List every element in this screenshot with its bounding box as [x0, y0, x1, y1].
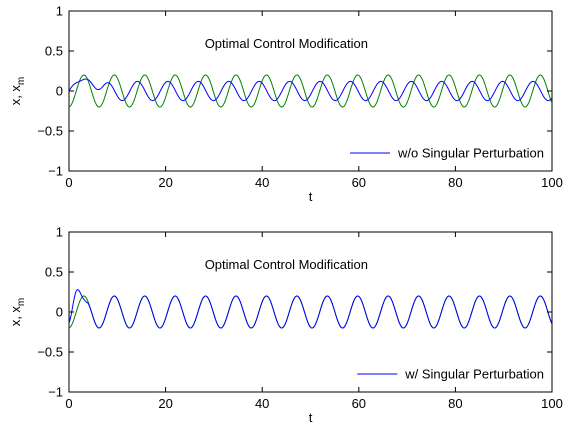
series-line-c008000 [69, 74, 552, 108]
y-tick-label: 1 [56, 225, 63, 240]
legend-label: w/o Singular Perturbation [397, 146, 544, 161]
legend-box [351, 365, 548, 383]
subplot-bottom: 0 20 40 60 80 100 −1 −0.5 0 0.5 1 Optimal Control … [8, 225, 563, 426]
x-axis-label: t [309, 189, 313, 204]
x-axis-label: t [309, 410, 313, 425]
x-tick-label: 100 [541, 175, 563, 190]
chart-title: Optimal Control Modification [205, 257, 368, 272]
legend: w/o Singular Perturbation [344, 144, 548, 162]
y-tick-label: 1 [56, 4, 63, 19]
y-axis-label: x, xm [8, 77, 27, 106]
y-axis-label-subscript: m [16, 77, 27, 85]
y-tick-label: −0.5 [37, 345, 63, 360]
legend-box [344, 144, 548, 162]
series-line-w-singular-perturbation [69, 289, 552, 329]
x-tick-label: 80 [448, 396, 462, 411]
x-tick-label: 80 [448, 175, 462, 190]
legend: w/ Singular Perturbation [351, 365, 548, 383]
x-tick-label: 100 [541, 396, 563, 411]
x-tick-label: 40 [255, 396, 269, 411]
x-tick-label: 20 [158, 396, 172, 411]
y-axis-label: x, xm [8, 298, 27, 327]
series-layer [69, 289, 552, 329]
subplot-top: 0 20 40 60 80 100 −1 −0.5 0 0.5 1 Optimal Control … [8, 4, 563, 205]
x-tick-label: 0 [65, 175, 72, 190]
y-axis-label-main: x, x [8, 85, 23, 106]
x-tick-label: 40 [255, 175, 269, 190]
y-tick-label: −0.5 [37, 124, 63, 139]
series-line-w-o-singular-perturbation [69, 78, 552, 102]
y-tick-label: 0 [56, 84, 63, 99]
y-tick-label: 0.5 [45, 44, 63, 59]
x-tick-label: 0 [65, 396, 72, 411]
series-layer [69, 74, 552, 108]
y-axis-label-main: x, x [8, 306, 23, 327]
y-tick-label: 0 [56, 305, 63, 320]
legend-label: w/ Singular Perturbation [404, 367, 544, 382]
y-tick-label: −1 [48, 385, 63, 400]
y-axis-label-subscript: m [16, 298, 27, 306]
ticks-layer: 0 20 40 60 80 100 −1 −0.5 0 0.5 1 [37, 225, 563, 412]
y-tick-label: 0.5 [45, 265, 63, 280]
x-tick-label: 20 [158, 175, 172, 190]
chart-title: Optimal Control Modification [205, 36, 368, 51]
x-tick-label: 60 [352, 396, 366, 411]
x-tick-label: 60 [352, 175, 366, 190]
ticks-layer: 0 20 40 60 80 100 −1 −0.5 0 0.5 1 [37, 4, 563, 191]
y-tick-label: −1 [48, 164, 63, 179]
